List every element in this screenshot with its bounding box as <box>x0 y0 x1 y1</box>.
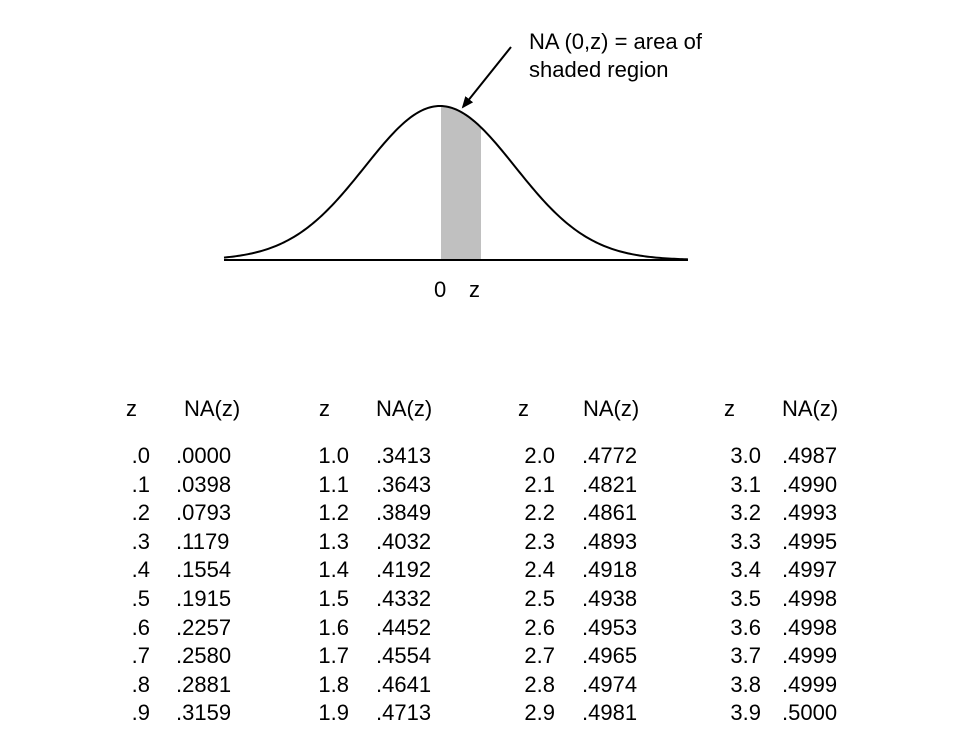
z-value: 1.1 <box>318 471 349 497</box>
na-value: .0398 <box>176 471 232 497</box>
z-value: 2.2 <box>524 500 555 526</box>
na-value: .1915 <box>176 585 232 611</box>
na-value: .4974 <box>582 671 638 697</box>
zero-label: 0 <box>434 277 447 302</box>
z-value: .8 <box>131 671 150 697</box>
z-value: 3.9 <box>730 700 761 726</box>
z-value: 1.3 <box>318 528 349 554</box>
z-value: 1.5 <box>318 585 349 611</box>
z-value: 3.1 <box>730 471 761 497</box>
z-value: 1.6 <box>318 614 349 640</box>
na-value: .4032 <box>376 528 432 554</box>
z-value: 1.8 <box>318 671 349 697</box>
na-value: .4999 <box>782 671 838 697</box>
z-value: .5 <box>131 585 150 611</box>
na-value: .3159 <box>176 700 232 726</box>
na-value: .4332 <box>376 585 432 611</box>
z-value: 3.3 <box>730 528 761 554</box>
na-value: .4998 <box>782 614 838 640</box>
z-label: z <box>469 277 480 302</box>
callout-annotation: NA (0,z) = area of shaded region <box>529 28 702 84</box>
na-value: .4981 <box>582 700 638 726</box>
na-value: .3643 <box>376 471 432 497</box>
z-value: 2.9 <box>524 700 555 726</box>
na-value: .3413 <box>376 443 432 468</box>
na-value: .4861 <box>582 500 638 526</box>
z-value: .0 <box>131 443 150 468</box>
na-value: .4772 <box>582 443 638 468</box>
na-value: .4993 <box>782 500 838 526</box>
z-value: .3 <box>131 528 150 554</box>
z-value: 3.4 <box>730 557 761 583</box>
na-value: .4192 <box>376 557 432 583</box>
callout-line-1: NA (0,z) = area of <box>529 29 703 54</box>
na-value: .5000 <box>782 700 838 726</box>
na-value: .4990 <box>782 471 838 497</box>
na-value: .4987 <box>782 443 838 468</box>
normal-curve <box>223 104 689 261</box>
z-value: 1.2 <box>318 500 349 526</box>
column-header-na: NA(z) <box>184 396 241 421</box>
na-value: .4965 <box>582 643 638 669</box>
z-value: 3.6 <box>730 614 761 640</box>
na-value: .4452 <box>376 614 432 640</box>
z-value: 3.8 <box>730 671 761 697</box>
z-value: 3.7 <box>730 643 761 669</box>
z-value: 1.7 <box>318 643 349 669</box>
na-value: .4554 <box>376 643 432 669</box>
na-value: .2257 <box>176 614 232 640</box>
column-header-na: NA(z) <box>583 396 640 421</box>
na-value: .4938 <box>582 585 638 611</box>
z-value: 2.6 <box>524 614 555 640</box>
na-value: .4893 <box>582 528 638 554</box>
z-value: 2.5 <box>524 585 555 611</box>
na-value: .4998 <box>782 585 838 611</box>
z-value: 3.2 <box>730 500 761 526</box>
z-value: 1.0 <box>318 443 349 468</box>
na-value: .4995 <box>782 528 838 554</box>
z-value: 2.3 <box>524 528 555 554</box>
z-value: .4 <box>131 557 150 583</box>
z-value: 3.0 <box>730 443 761 468</box>
na-value: .0000 <box>176 443 232 468</box>
z-value: .1 <box>131 471 150 497</box>
z-value: 2.8 <box>524 671 555 697</box>
z-value: 2.4 <box>524 557 555 583</box>
na-value: .1554 <box>176 557 232 583</box>
column-header-na: NA(z) <box>782 396 839 421</box>
shaded-region <box>441 106 481 260</box>
na-value: .0793 <box>176 500 232 526</box>
na-value: .3849 <box>376 500 432 526</box>
na-value: .4918 <box>582 557 638 583</box>
callout-line-2: shaded region <box>529 57 669 82</box>
z-value: 2.1 <box>524 471 555 497</box>
na-value: .4999 <box>782 643 838 669</box>
z-value: 2.0 <box>524 443 555 468</box>
z-value: .9 <box>131 700 150 726</box>
column-header-z: z <box>518 396 529 421</box>
z-value: .7 <box>131 643 150 669</box>
z-value: 1.4 <box>318 557 349 583</box>
na-value: .4641 <box>376 671 432 697</box>
na-value: .4997 <box>782 557 838 583</box>
na-value: .4953 <box>582 614 638 640</box>
na-value: .2881 <box>176 671 232 697</box>
callout-arrow <box>461 46 512 109</box>
z-value: .2 <box>131 500 150 526</box>
column-header-z: z <box>319 396 330 421</box>
z-value: 1.9 <box>318 700 349 726</box>
z-value: 2.7 <box>524 643 555 669</box>
z-value: .6 <box>131 614 150 640</box>
column-header-z: z <box>126 396 137 421</box>
na-value: .1179 <box>176 528 230 554</box>
na-value: .4821 <box>582 471 638 497</box>
z-value: 3.5 <box>730 585 761 611</box>
na-value: .4713 <box>376 700 432 726</box>
column-header-z: z <box>724 396 735 421</box>
na-value: .2580 <box>176 643 232 669</box>
column-header-na: NA(z) <box>376 396 433 421</box>
